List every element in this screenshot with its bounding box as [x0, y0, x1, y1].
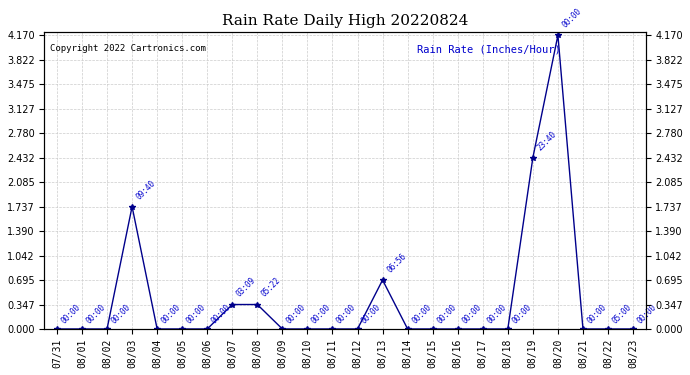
Text: 23:40: 23:40 [535, 129, 558, 152]
Text: 00:00: 00:00 [285, 303, 308, 326]
Text: 00:00: 00:00 [460, 303, 483, 326]
Text: 05:22: 05:22 [260, 276, 282, 299]
Text: 00:00: 00:00 [110, 303, 132, 326]
Text: 09:40: 09:40 [135, 178, 157, 201]
Text: 00:00: 00:00 [360, 303, 383, 326]
Text: Copyright 2022 Cartronics.com: Copyright 2022 Cartronics.com [50, 44, 206, 53]
Text: Rain Rate (Inches/Hour): Rain Rate (Inches/Hour) [417, 44, 561, 54]
Text: 00:00: 00:00 [635, 303, 658, 326]
Text: 00:00: 00:00 [185, 303, 208, 326]
Text: 00:00: 00:00 [511, 303, 533, 326]
Text: 03:09: 03:09 [235, 276, 257, 299]
Text: 00:00: 00:00 [210, 303, 233, 326]
Text: 00:00: 00:00 [310, 303, 333, 326]
Text: 00:00: 00:00 [586, 303, 608, 326]
Text: 00:00: 00:00 [84, 303, 107, 326]
Text: 00:00: 00:00 [59, 303, 82, 326]
Text: 00:00: 00:00 [560, 7, 583, 30]
Text: 00:00: 00:00 [159, 303, 182, 326]
Text: 00:00: 00:00 [410, 303, 433, 326]
Text: 06:56: 06:56 [385, 252, 408, 274]
Text: 00:00: 00:00 [435, 303, 458, 326]
Text: 00:00: 00:00 [485, 303, 508, 326]
Title: Rain Rate Daily High 20220824: Rain Rate Daily High 20220824 [221, 14, 469, 28]
Text: 00:00: 00:00 [335, 303, 357, 326]
Text: 05:00: 05:00 [611, 303, 633, 326]
